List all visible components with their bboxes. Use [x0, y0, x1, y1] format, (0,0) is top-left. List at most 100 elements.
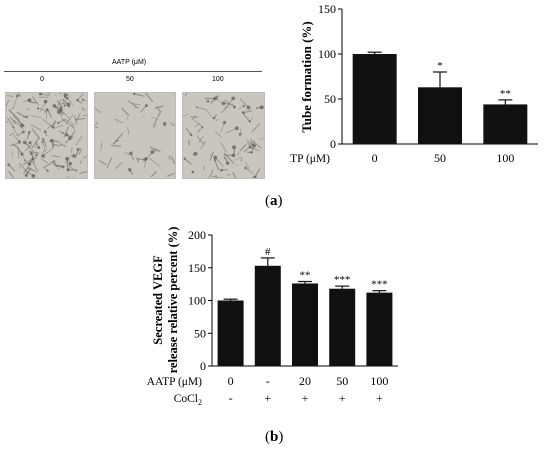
cell-node — [42, 138, 45, 141]
x-category-label: 100 — [370, 374, 388, 388]
cell-tube-line — [194, 119, 203, 128]
cell-tube-line — [39, 101, 46, 113]
cell-tube-line — [46, 108, 53, 119]
cell-tube-line — [214, 159, 220, 171]
bar — [483, 104, 528, 144]
cell-tube-line — [126, 116, 128, 120]
cell-tube-line — [42, 148, 47, 154]
cell-node — [129, 151, 133, 155]
cell-tube-line — [6, 95, 14, 97]
cocl2-value: + — [264, 391, 271, 405]
y-tick-label: 150 — [188, 261, 206, 275]
cell-tube-line — [59, 142, 63, 146]
cell-tube-line — [191, 114, 197, 121]
cell-tube-line — [35, 143, 38, 149]
cell-node — [195, 106, 198, 108]
cell-tube-line — [113, 132, 124, 144]
cell-tube-line — [42, 146, 55, 157]
vegf-release-chart: 0 50 100 150 200 0 - # - + ** 20 + *** 50 + *** 100 + AATP … — [147, 227, 398, 407]
cell-tube-line — [127, 99, 139, 109]
micrograph-100 — [182, 92, 265, 179]
cell-tube-line — [18, 162, 29, 175]
y-tick-label: 150 — [318, 2, 336, 16]
cell-tube-line — [206, 110, 214, 120]
bar — [329, 288, 356, 366]
cocl2-value: + — [339, 391, 346, 405]
bar — [254, 265, 281, 366]
cell-node — [27, 98, 32, 103]
cell-node — [24, 159, 27, 162]
cell-tube-line — [60, 109, 71, 121]
cell-tube-line — [24, 144, 33, 152]
cell-tube-line — [8, 170, 15, 178]
cell-node — [244, 166, 247, 170]
cell-node — [68, 136, 72, 140]
micrograph-0 — [5, 92, 88, 179]
cell-node — [76, 147, 80, 151]
y-tick-label: 50 — [194, 326, 206, 340]
cell-node — [37, 146, 41, 149]
cell-node — [45, 108, 49, 111]
cell-tube-line — [221, 176, 224, 178]
cell-tube-line — [208, 169, 214, 178]
cell-node — [150, 149, 155, 154]
cell-tube-line — [243, 110, 253, 114]
cell-node — [65, 156, 69, 161]
cell-tube-line — [42, 141, 46, 150]
cell-tube-line — [251, 122, 261, 133]
cell-node — [31, 174, 36, 178]
y-axis-title-line2: release relative percent (%) — [166, 227, 180, 374]
cell-tube-line — [66, 176, 69, 178]
cell-tube-line — [28, 150, 40, 154]
cell-tube-line — [30, 124, 42, 131]
cell-node — [201, 126, 204, 129]
cell-tube-line — [8, 164, 16, 172]
cell-node — [62, 132, 65, 135]
y-tick-label: 200 — [188, 228, 206, 242]
cell-tube-line — [9, 142, 20, 147]
cell-tube-line — [51, 160, 58, 167]
cell-node — [221, 101, 226, 106]
cell-node — [232, 145, 237, 150]
cell-tube-line — [26, 131, 30, 141]
x-category-label: 0 — [228, 374, 234, 388]
cell-tube-line — [245, 161, 250, 170]
y-axis-title-line1: Secreated VEGF — [151, 255, 165, 345]
cell-node — [248, 120, 252, 123]
cell-tube-line — [73, 115, 78, 125]
cell-tube-line — [139, 105, 147, 113]
cell-tube-line — [106, 157, 113, 169]
cell-node — [61, 165, 65, 169]
cell-node — [127, 168, 132, 172]
cell-tube-line — [8, 132, 15, 137]
cell-tube-line — [62, 98, 71, 108]
cell-tube-line — [55, 106, 62, 109]
panel-a-label: (a) — [265, 193, 283, 209]
micrograph-50 — [94, 92, 176, 179]
cell-node — [38, 93, 43, 96]
cell-node — [60, 106, 63, 108]
cell-node — [22, 140, 27, 145]
cocl2-value: + — [376, 391, 383, 405]
cell-node — [162, 121, 167, 126]
cell-tube-line — [152, 117, 158, 128]
cell-tube-line — [83, 155, 87, 159]
cell-node — [46, 169, 49, 173]
cell-tube-line — [247, 142, 254, 151]
cell-tube-line — [66, 98, 74, 106]
cell-tube-line — [17, 93, 21, 97]
cell-tube-line — [185, 127, 192, 136]
cell-tube-line — [242, 113, 251, 122]
cell-tube-line — [170, 155, 175, 165]
cell-tube-line — [95, 122, 99, 127]
cell-tube-line — [216, 97, 223, 105]
cell-tube-line — [53, 125, 64, 129]
bar — [418, 87, 462, 144]
cell-tube-line — [13, 95, 18, 107]
cell-tube-line — [22, 158, 34, 166]
y-tick-label: 50 — [324, 92, 336, 106]
cell-node — [216, 95, 219, 98]
cell-tube-line — [13, 127, 19, 137]
cell-node — [212, 116, 216, 120]
cell-tube-line — [9, 116, 17, 125]
